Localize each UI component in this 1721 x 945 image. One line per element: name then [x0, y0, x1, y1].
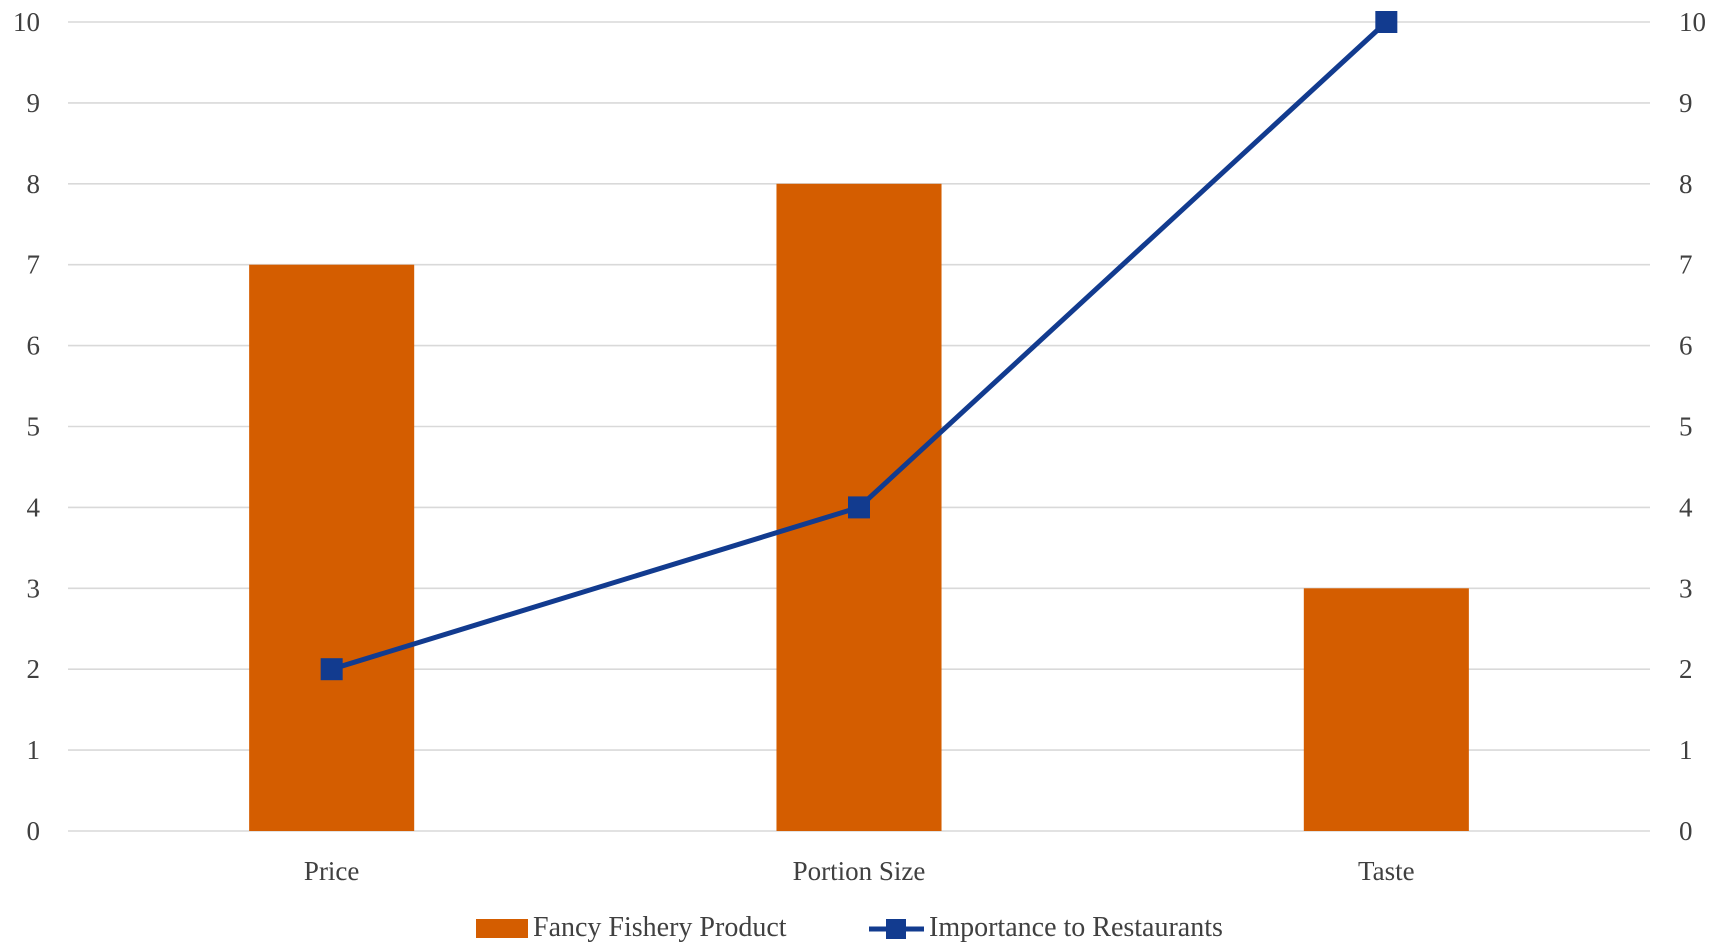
- left-tick-label: 8: [27, 169, 41, 199]
- legend-label-line: Importance to Restaurants: [929, 912, 1223, 943]
- right-tick-label: 1: [1679, 735, 1693, 765]
- bar-price: [249, 264, 415, 831]
- right-tick-label: 7: [1679, 250, 1693, 280]
- left-tick-label: 5: [27, 412, 41, 442]
- right-tick-label: 9: [1679, 88, 1693, 118]
- legend-swatch-marker: [886, 919, 906, 939]
- legend-swatch-bar: [476, 919, 528, 938]
- left-tick-label: 0: [27, 816, 41, 846]
- line-series: [320, 11, 1398, 681]
- right-tick-label: 10: [1679, 7, 1706, 37]
- left-y-axis: 0 1 2 3 4 5 6 7 8 9 10: [13, 7, 41, 846]
- left-tick-label: 1: [27, 735, 41, 765]
- line-marker-taste: [1375, 11, 1398, 33]
- left-tick-label: 6: [27, 331, 41, 361]
- left-tick-label: 2: [27, 654, 41, 684]
- left-tick-label: 4: [27, 492, 41, 522]
- category-label: Taste: [1358, 856, 1415, 886]
- bar-series: [249, 183, 1469, 832]
- line-marker-portion-size: [848, 496, 870, 519]
- left-tick-label: 10: [13, 7, 40, 37]
- category-label: Price: [304, 856, 359, 886]
- left-tick-label: 7: [27, 250, 41, 280]
- bar-taste: [1303, 588, 1469, 831]
- legend-label-bar: Fancy Fishery Product: [533, 912, 787, 943]
- right-tick-label: 4: [1679, 492, 1693, 522]
- right-tick-label: 8: [1679, 169, 1693, 199]
- category-label: Portion Size: [793, 856, 926, 886]
- right-tick-label: 2: [1679, 654, 1693, 684]
- right-tick-label: 6: [1679, 331, 1693, 361]
- line-marker-price: [320, 658, 343, 681]
- right-tick-label: 3: [1679, 573, 1693, 603]
- left-tick-label: 3: [27, 573, 41, 603]
- right-y-axis: 0 1 2 3 4 5 6 7 8 9 10: [1679, 7, 1706, 846]
- left-tick-label: 9: [27, 88, 41, 118]
- right-tick-label: 0: [1679, 816, 1693, 846]
- category-axis: Price Portion Size Taste: [304, 856, 1415, 886]
- legend: Fancy Fishery Product Importance to Resta…: [476, 912, 1223, 943]
- right-tick-label: 5: [1679, 412, 1693, 442]
